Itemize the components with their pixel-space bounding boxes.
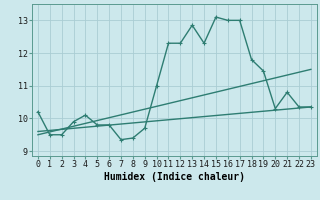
X-axis label: Humidex (Indice chaleur): Humidex (Indice chaleur) [104, 172, 245, 182]
